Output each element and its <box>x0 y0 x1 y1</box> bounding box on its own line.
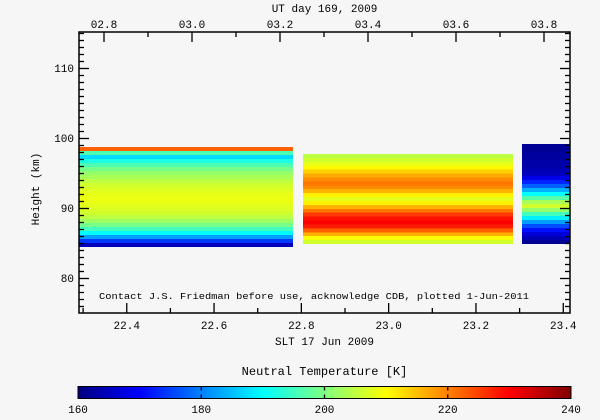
svg-text:23.2: 23.2 <box>463 321 489 333</box>
svg-text:90: 90 <box>61 204 74 216</box>
svg-text:240: 240 <box>561 405 581 417</box>
svg-text:23.4: 23.4 <box>550 321 577 333</box>
svg-text:03.8: 03.8 <box>531 20 557 32</box>
svg-text:03.4: 03.4 <box>355 20 382 32</box>
svg-text:22.8: 22.8 <box>288 321 314 333</box>
svg-text:180: 180 <box>191 405 211 417</box>
svg-text:160: 160 <box>68 405 88 417</box>
svg-text:220: 220 <box>438 405 458 417</box>
svg-text:02.8: 02.8 <box>91 20 117 32</box>
svg-text:Neutral Temperature [K]: Neutral Temperature [K] <box>242 365 408 379</box>
svg-text:03.0: 03.0 <box>179 20 205 32</box>
svg-text:200: 200 <box>315 405 335 417</box>
svg-text:Height (km): Height (km) <box>31 153 43 226</box>
svg-text:110: 110 <box>54 64 74 76</box>
svg-text:03.2: 03.2 <box>267 20 293 32</box>
svg-text:22.6: 22.6 <box>201 321 227 333</box>
svg-text:Contact J.S. Friedman before u: Contact J.S. Friedman before use, acknow… <box>99 291 529 302</box>
svg-text:80: 80 <box>61 274 74 286</box>
svg-text:22.4: 22.4 <box>114 321 141 333</box>
svg-text:23.0: 23.0 <box>375 321 401 333</box>
svg-text:SLT 17 Jun 2009: SLT 17 Jun 2009 <box>275 337 374 349</box>
svg-text:UT day 169, 2009: UT day 169, 2009 <box>272 4 378 16</box>
svg-text:100: 100 <box>54 134 74 146</box>
svg-text:03.6: 03.6 <box>443 20 469 32</box>
